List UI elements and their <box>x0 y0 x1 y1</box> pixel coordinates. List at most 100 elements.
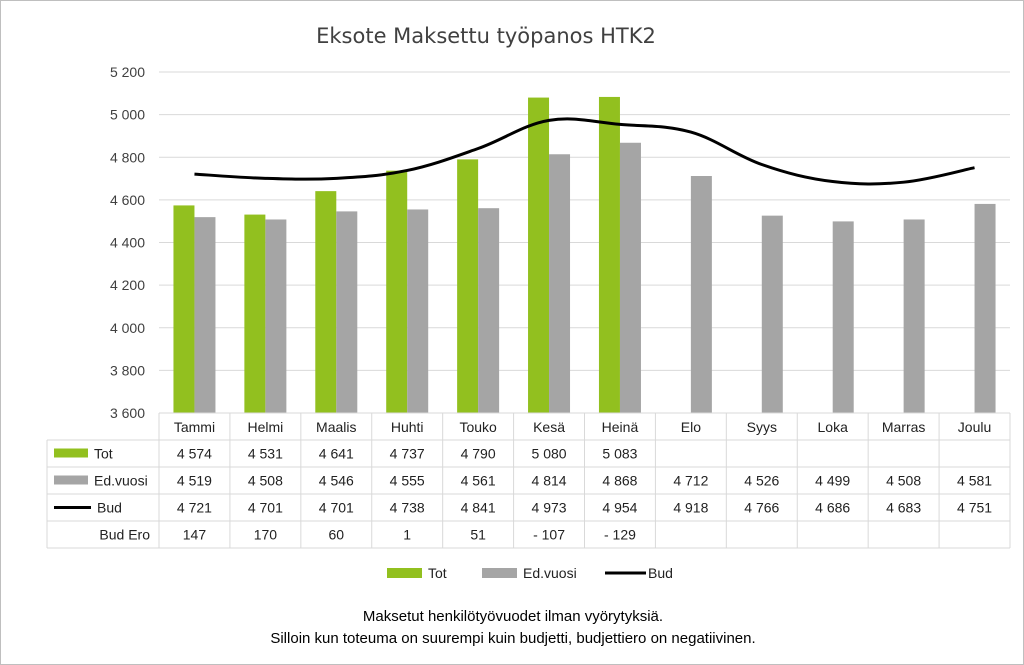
data-label: 4 738 <box>390 500 425 516</box>
bars <box>173 96 996 414</box>
chart-title: Eksote Maksettu työpanos HTK2 <box>316 24 656 48</box>
y-tick-label: 4 000 <box>110 320 145 336</box>
table-legend-key <box>54 475 88 485</box>
data-label: 4 737 <box>390 446 425 462</box>
data-label: 4 701 <box>319 500 354 516</box>
bar-edvuosi-marras <box>903 219 925 413</box>
data-label: 51 <box>470 527 486 543</box>
bar-edvuosi-elo <box>690 176 712 413</box>
bar-edvuosi-heinä <box>619 142 641 413</box>
category-label: Tammi <box>174 419 215 435</box>
table-row-label: Bud Ero <box>99 527 150 543</box>
footnote-line: Silloin kun toteuma on suurempi kuin bud… <box>270 630 755 647</box>
data-label: 4 508 <box>248 473 283 489</box>
bar-edvuosi-loka <box>832 221 854 413</box>
footnote: Maksetut henkilötyövuodet ilman vyörytyk… <box>270 608 755 647</box>
bar-edvuosi-huhti <box>407 209 429 413</box>
data-label: 5 080 <box>532 446 567 462</box>
data-label: 4 954 <box>602 500 637 516</box>
data-label: 147 <box>183 527 207 543</box>
table-row-label: Bud <box>97 500 122 516</box>
data-label: 4 499 <box>815 473 850 489</box>
data-label: 4 683 <box>886 500 921 516</box>
budget-line <box>194 117 975 186</box>
bar-edvuosi-tammi <box>194 217 216 413</box>
data-label: 4 918 <box>673 500 708 516</box>
bar-edvuosi-joulu <box>974 203 996 413</box>
bar-edvuosi-touko <box>478 208 500 413</box>
data-label: 1 <box>403 527 411 543</box>
category-label: Joulu <box>958 419 991 435</box>
data-label: 4 561 <box>461 473 496 489</box>
table-legend-key <box>54 448 88 458</box>
data-label: 4 641 <box>319 446 354 462</box>
legend-label: Tot <box>428 565 447 581</box>
legend: Tot Ed.vuosi Bud <box>387 565 673 581</box>
data-label: 4 686 <box>815 500 850 516</box>
bar-edvuosi-maalis <box>336 211 358 413</box>
data-label: 4 841 <box>461 500 496 516</box>
data-label: 4 868 <box>602 473 637 489</box>
y-tick-label: 4 200 <box>110 277 145 293</box>
gridlines <box>159 71 1010 414</box>
data-label: 4 574 <box>177 446 212 462</box>
category-label: Huhti <box>391 419 424 435</box>
data-label: 4 519 <box>177 473 212 489</box>
y-tick-label: 5 200 <box>110 64 145 80</box>
y-tick-label: 4 400 <box>110 235 145 251</box>
category-label: Kesä <box>533 419 565 435</box>
data-label: - 129 <box>604 527 636 543</box>
bar-edvuosi-syys <box>761 215 783 413</box>
category-label: Loka <box>818 419 849 435</box>
category-label: Heinä <box>602 419 639 435</box>
bar-tot-heinä <box>598 96 620 414</box>
data-label: 60 <box>329 527 345 543</box>
category-label: Marras <box>882 419 926 435</box>
data-label: 4 581 <box>957 473 992 489</box>
category-label: Touko <box>459 419 497 435</box>
bar-tot-huhti <box>386 170 408 413</box>
category-label: Elo <box>681 419 701 435</box>
data-label: - 107 <box>533 527 565 543</box>
data-label: 4 790 <box>461 446 496 462</box>
data-label: 5 083 <box>602 446 637 462</box>
legend-label: Ed.vuosi <box>523 565 577 581</box>
data-label: 4 526 <box>744 473 779 489</box>
y-axis: 3 600 3 800 4 000 4 200 4 400 4 600 4 800 5 000… <box>110 64 145 421</box>
bar-tot-kesä <box>528 97 550 413</box>
category-label: Helmi <box>247 419 283 435</box>
data-label: 4 508 <box>886 473 921 489</box>
legend-label: Bud <box>648 565 673 581</box>
y-tick-label: 4 600 <box>110 192 145 208</box>
data-label: 4 555 <box>390 473 425 489</box>
data-label: 4 814 <box>532 473 567 489</box>
bar-tot-touko <box>457 159 479 413</box>
bar-tot-maalis <box>315 191 337 413</box>
legend-key <box>482 568 517 578</box>
y-tick-label: 4 800 <box>110 149 145 165</box>
table-row-label: Ed.vuosi <box>94 473 148 489</box>
data-label: 4 531 <box>248 446 283 462</box>
data-label: 170 <box>254 527 278 543</box>
data-label: 4 973 <box>532 500 567 516</box>
bar-edvuosi-kesä <box>549 154 571 414</box>
y-tick-label: 3 800 <box>110 362 145 378</box>
data-label: 4 751 <box>957 500 992 516</box>
data-label: 4 712 <box>673 473 708 489</box>
data-label: 4 766 <box>744 500 779 516</box>
data-label: 4 546 <box>319 473 354 489</box>
category-label: Syys <box>747 419 777 435</box>
data-label: 4 701 <box>248 500 283 516</box>
y-tick-label: 5 000 <box>110 107 145 123</box>
legend-key <box>387 568 422 578</box>
data-table: Tammi Helmi Maalis Huhti Touko Kesä Heinä Elo Sy… <box>46 412 1011 549</box>
series-line-bud <box>194 117 975 186</box>
data-label: 4 721 <box>177 500 212 516</box>
table-row-label: Tot <box>94 446 113 462</box>
category-label: Maalis <box>316 419 356 435</box>
footnote-line: Maksetut henkilötyövuodet ilman vyörytyk… <box>363 608 663 625</box>
bar-tot-tammi <box>173 205 195 413</box>
y-tick-label: 3 600 <box>110 405 145 421</box>
